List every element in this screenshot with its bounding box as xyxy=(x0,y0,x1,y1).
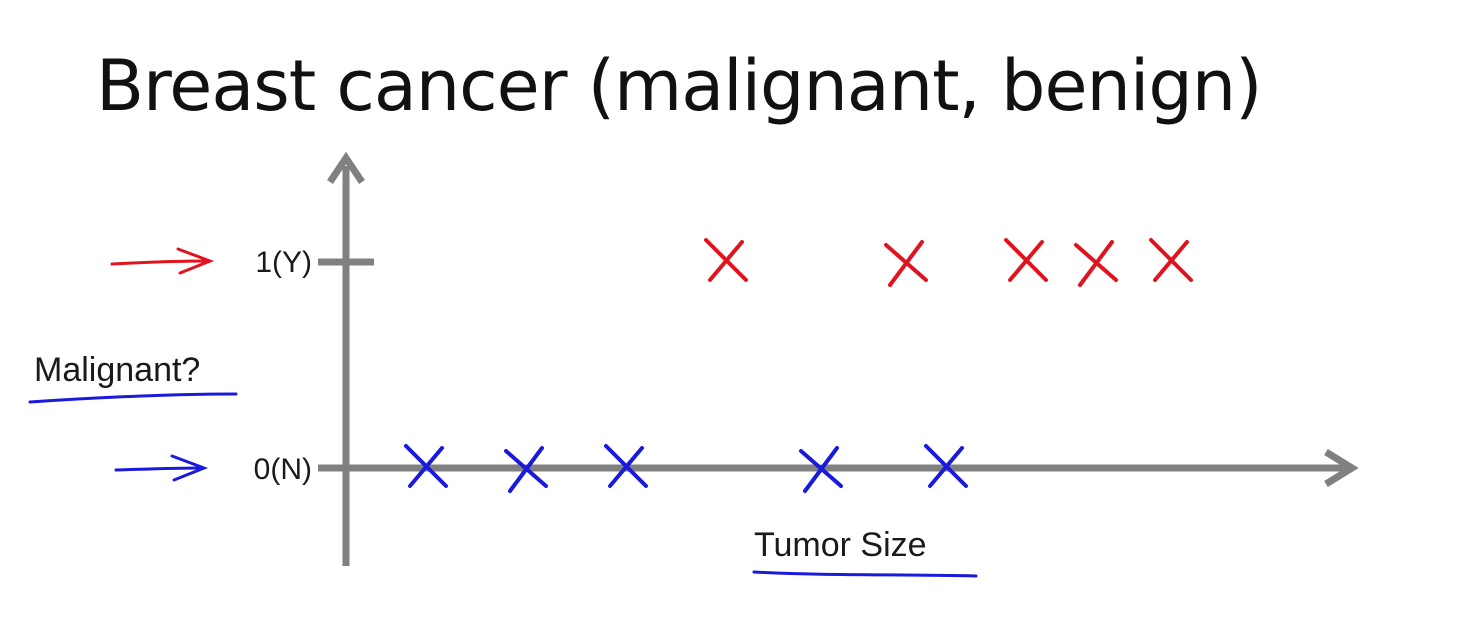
y-axis-label: Malignant? xyxy=(34,351,200,389)
data-point-series1-0 xyxy=(704,238,748,282)
data-point-series1-2 xyxy=(1004,238,1048,282)
chart-title: Breast cancer (malignant, benign) xyxy=(96,45,1262,127)
data-point-series1-4 xyxy=(1149,238,1193,282)
blue-arrow-to-0 xyxy=(114,454,209,482)
red-arrow-to-1 xyxy=(110,247,215,275)
data-point-series0-1 xyxy=(504,446,548,493)
x-label-underline xyxy=(752,570,978,578)
data-point-series0-3 xyxy=(799,446,843,493)
y-tick-label-1: 1(Y) xyxy=(255,246,312,279)
data-point-series1-3 xyxy=(1074,240,1118,287)
data-point-series0-4 xyxy=(924,444,968,488)
data-point-series0-2 xyxy=(604,444,648,488)
x-axis-label: Tumor Size xyxy=(754,526,927,564)
x-axis-arrowhead xyxy=(1324,449,1359,487)
y-axis-arrowhead xyxy=(327,151,365,184)
y-label-underline xyxy=(28,392,238,404)
data-point-series0-0 xyxy=(404,444,448,488)
data-point-series1-1 xyxy=(884,240,928,287)
data-markers xyxy=(404,238,1193,493)
y-tick-label-0: 0(N) xyxy=(254,453,312,486)
